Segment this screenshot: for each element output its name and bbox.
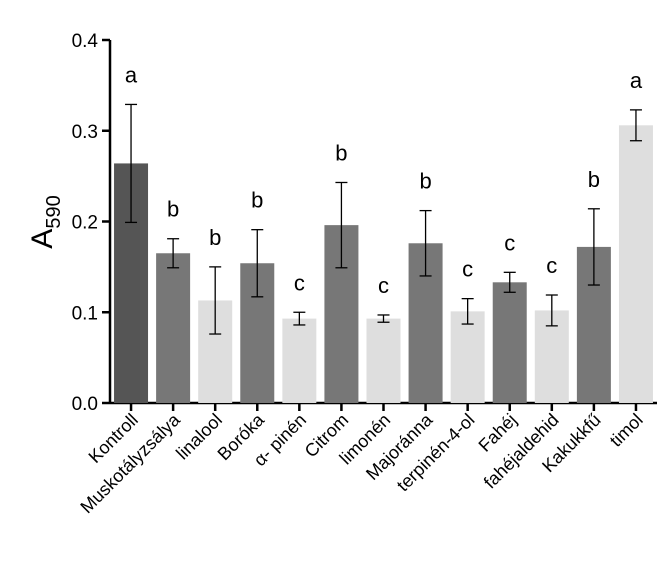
significance-label: b xyxy=(209,225,221,250)
bar xyxy=(492,282,527,403)
error-bar xyxy=(545,294,558,327)
error-bar xyxy=(335,181,348,269)
y-tick-label: 0.1 xyxy=(72,303,98,324)
significance-label: c xyxy=(462,257,473,282)
significance-label: c xyxy=(546,253,557,278)
significance-label: c xyxy=(378,273,389,298)
y-tick-label: 0.0 xyxy=(72,394,98,415)
bar xyxy=(618,125,653,404)
significance-label: a xyxy=(125,62,138,87)
error-bar xyxy=(503,271,516,293)
bar xyxy=(156,253,191,403)
significance-label: a xyxy=(630,68,643,93)
error-bar xyxy=(125,103,138,224)
error-bar xyxy=(167,238,180,269)
bar xyxy=(450,311,485,403)
bar xyxy=(366,318,401,403)
bar xyxy=(282,318,317,403)
category-label: timol xyxy=(606,410,647,451)
error-bar xyxy=(461,297,474,325)
significance-label: b xyxy=(167,197,179,222)
error-bar xyxy=(587,208,600,286)
error-bar xyxy=(629,109,642,142)
error-bar xyxy=(419,209,432,277)
significance-labels: a b b b c b c b c c c b a xyxy=(125,62,643,298)
x-axis xyxy=(110,401,657,411)
category-labels: KontrollMuskotályzsályalinaloolBorókaα- … xyxy=(76,409,646,517)
significance-label: b xyxy=(419,169,431,194)
significance-label: b xyxy=(588,167,600,192)
error-bars xyxy=(125,103,642,335)
y-tick-label: 0.4 xyxy=(72,31,99,52)
error-bar xyxy=(377,314,390,323)
significance-label: c xyxy=(294,270,305,295)
y-axis: 0.0 0.1 0.2 0.3 0.4 xyxy=(72,31,112,415)
error-bar xyxy=(251,229,264,298)
error-bar xyxy=(293,311,306,326)
significance-label: b xyxy=(335,140,347,165)
bars xyxy=(114,125,653,404)
y-tick-label: 0.3 xyxy=(72,122,98,143)
y-axis-label: A590 xyxy=(26,195,65,248)
significance-label: b xyxy=(251,188,263,213)
y-tick-label: 0.2 xyxy=(72,213,98,234)
error-bar xyxy=(209,266,222,335)
significance-label: c xyxy=(504,230,515,255)
